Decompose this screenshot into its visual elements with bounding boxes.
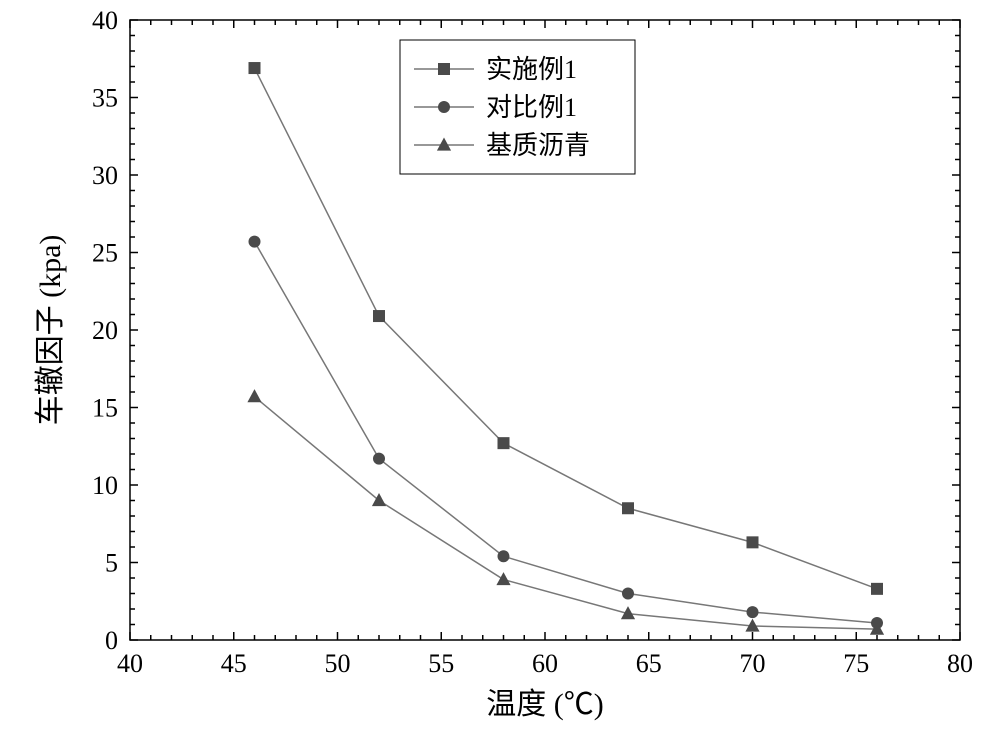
marker-triangle-icon [496, 572, 510, 585]
series-line-2 [255, 397, 878, 630]
marker-square-icon [498, 437, 510, 449]
marker-square-icon [249, 62, 261, 74]
marker-triangle-icon [247, 389, 261, 402]
x-tick-label: 80 [947, 649, 973, 678]
y-axis-label: 车辙因子 (kpa) [34, 235, 67, 426]
marker-circle-icon [622, 588, 634, 600]
marker-circle-icon [498, 550, 510, 562]
x-tick-label: 75 [843, 649, 869, 678]
y-tick-label: 40 [92, 6, 118, 35]
chart-container: 40 45 50 55 60 65 70 75 80 0 5 10 15 20 25 30 35 40 温度 (℃)… [0, 0, 1000, 733]
marker-circle-icon [438, 101, 450, 113]
legend-label: 实施例1 [486, 55, 577, 84]
legend-label: 基质沥青 [486, 131, 590, 160]
x-axis-label: 温度 (℃) [486, 688, 603, 721]
y-tick-label: 25 [92, 239, 118, 268]
marker-triangle-icon [372, 493, 386, 506]
marker-square-icon [622, 502, 634, 514]
x-tick-label: 65 [636, 649, 662, 678]
line-chart: 40 45 50 55 60 65 70 75 80 0 5 10 15 20 25 30 35 40 温度 (℃)… [0, 0, 1000, 733]
y-tick-label: 35 [92, 84, 118, 113]
y-tick-label: 30 [92, 161, 118, 190]
marker-square-icon [373, 310, 385, 322]
x-tick-label: 40 [117, 649, 143, 678]
y-tick-label: 10 [92, 471, 118, 500]
legend-label: 对比例1 [486, 93, 577, 122]
x-tick-label: 70 [740, 649, 766, 678]
x-tick-label: 60 [532, 649, 558, 678]
series-line-1 [255, 242, 878, 623]
y-tick-label: 15 [92, 394, 118, 423]
y-tick-label: 20 [92, 316, 118, 345]
x-tick-label: 45 [221, 649, 247, 678]
x-tick-label: 50 [325, 649, 351, 678]
marker-square-icon [871, 583, 883, 595]
marker-square-icon [438, 63, 450, 75]
marker-circle-icon [373, 453, 385, 465]
marker-triangle-icon [437, 138, 451, 151]
marker-circle-icon [747, 606, 759, 618]
marker-circle-icon [249, 236, 261, 248]
marker-square-icon [747, 536, 759, 548]
y-tick-label: 0 [105, 626, 118, 655]
y-tick-label: 5 [105, 549, 118, 578]
x-tick-label: 55 [428, 649, 454, 678]
